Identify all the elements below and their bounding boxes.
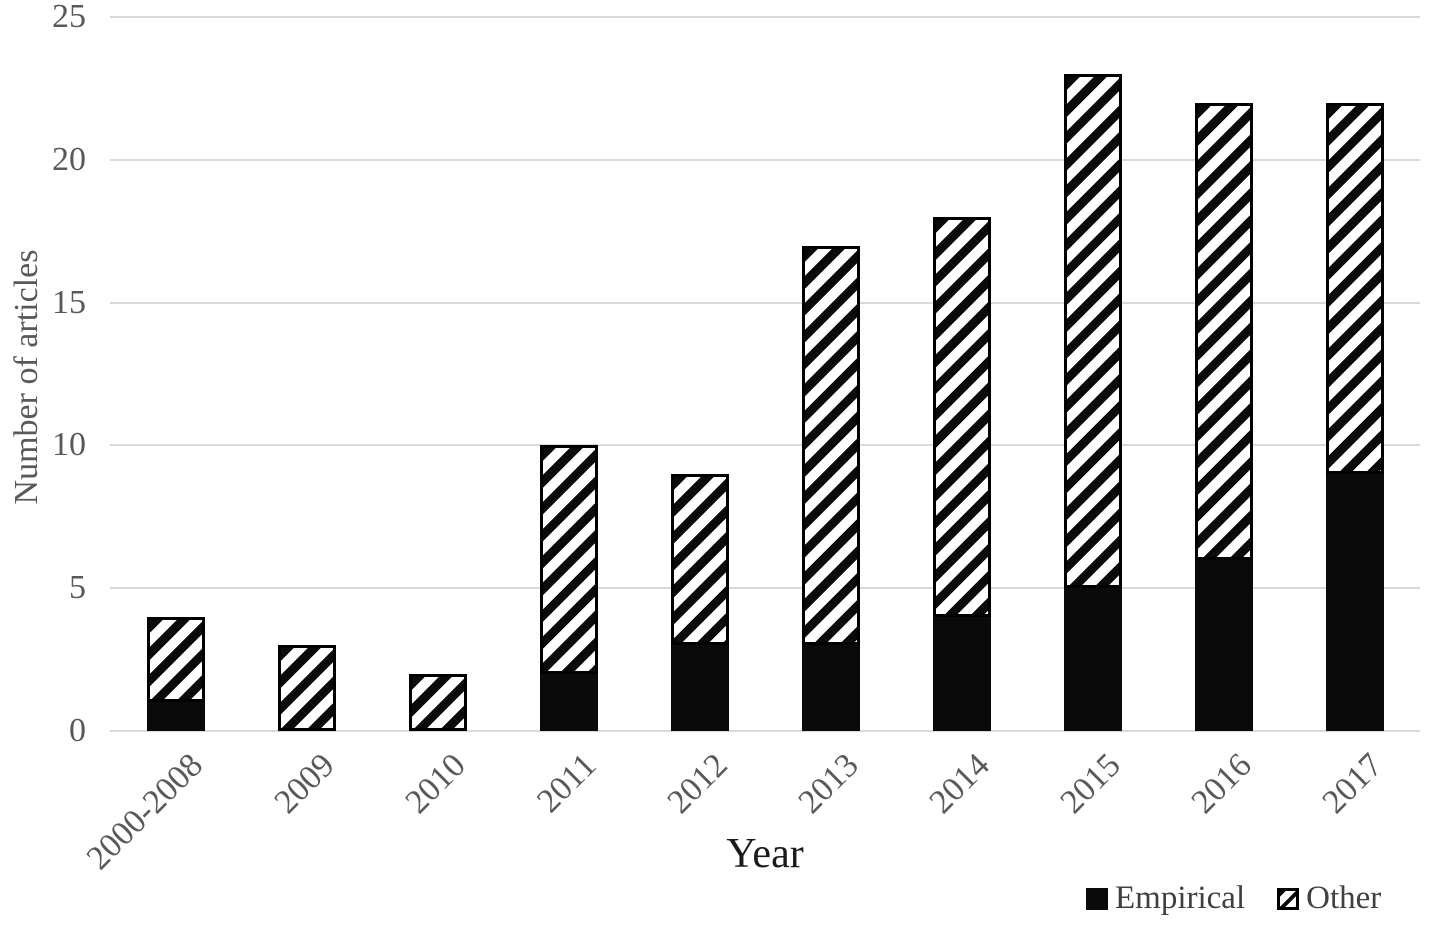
bar-2009 (277, 645, 336, 731)
gridline-5 (110, 587, 1420, 590)
bar-2016 (1194, 102, 1253, 731)
x-category-label: 2010 (398, 746, 473, 821)
bar-segment-other (1194, 102, 1253, 560)
legend-label-empirical: Empirical (1115, 880, 1246, 916)
x-category-label: 2013 (791, 746, 866, 821)
bar-segment-empirical (1194, 559, 1253, 731)
legend-item-other: Other (1277, 882, 1381, 915)
bar-segment-other (932, 216, 991, 617)
x-category-label: 2009 (267, 746, 342, 821)
gridline-10 (110, 444, 1420, 447)
gridline-20 (110, 158, 1420, 161)
bar-2000-2008 (146, 616, 205, 731)
y-tick-label: 15 (52, 283, 86, 321)
bar-2012 (670, 473, 729, 731)
gridline-0 (110, 730, 1420, 732)
y-tick-label: 5 (69, 569, 86, 607)
legend-item-empirical: Empirical (1086, 882, 1245, 915)
y-tick-label: 0 (69, 712, 86, 749)
bar-segment-other (1325, 102, 1384, 474)
bar-2017 (1325, 102, 1384, 731)
y-tick-label: 10 (52, 426, 86, 464)
x-axis-title: Year (726, 831, 804, 877)
plot-area (110, 16, 1420, 732)
gridline-15 (110, 301, 1420, 304)
bar-segment-empirical (146, 702, 205, 731)
bar-2013 (801, 245, 860, 731)
bar-segment-empirical (1325, 473, 1384, 731)
y-tick-label: 20 (52, 140, 86, 178)
bar-2010 (408, 673, 467, 731)
legend: Empirical Other (1086, 882, 1381, 915)
bar-segment-other (277, 645, 336, 731)
bar-2015 (1063, 74, 1122, 731)
x-category-label: 2015 (1053, 746, 1128, 821)
empirical-swatch-icon (1086, 887, 1108, 910)
bar-segment-empirical (670, 645, 729, 731)
bar-segment-empirical (801, 645, 860, 731)
y-tick-label: 25 (52, 0, 86, 35)
legend-label-other: Other (1306, 880, 1382, 916)
bar-segment-other (801, 245, 860, 646)
bar-segment-empirical (1063, 588, 1122, 731)
bar-segment-other (1063, 74, 1122, 589)
x-category-label: 2011 (529, 746, 604, 820)
x-category-label: 2016 (1184, 746, 1259, 821)
bar-2011 (539, 445, 598, 731)
other-swatch-icon (1277, 887, 1300, 910)
gridline-25 (110, 16, 1420, 18)
bar-segment-other (539, 445, 598, 674)
bar-2014 (932, 216, 991, 731)
bar-segment-other (670, 473, 729, 646)
x-category-label: 2014 (922, 746, 997, 821)
bar-segment-other (146, 616, 205, 703)
bar-segment-empirical (932, 616, 991, 731)
x-category-label: 2017 (1315, 746, 1390, 821)
bar-segment-other (408, 673, 467, 731)
x-category-label: 2012 (660, 746, 735, 821)
bar-segment-empirical (539, 673, 598, 731)
